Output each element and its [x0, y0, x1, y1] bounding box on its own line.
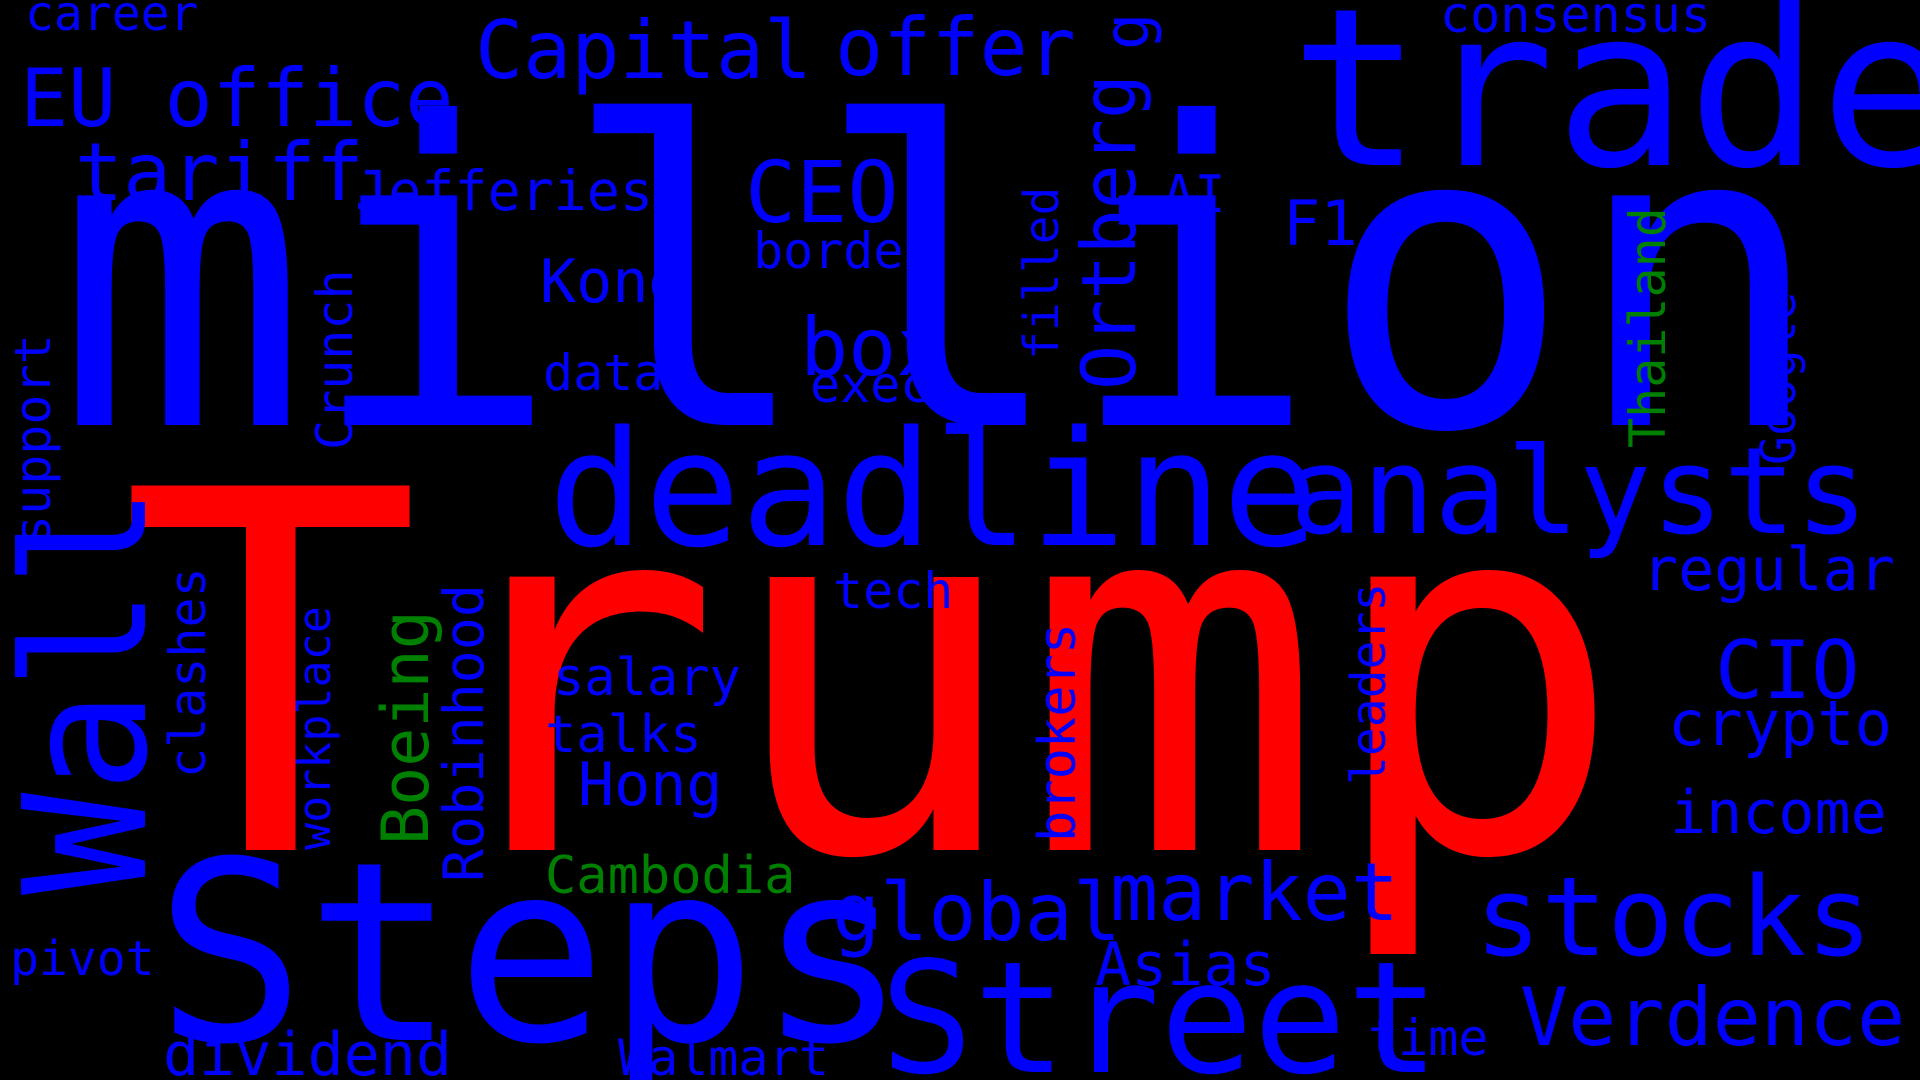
word-thailand: Thailand [1619, 207, 1677, 448]
word-kong: Kong [540, 247, 685, 317]
word-cio: CIO [1715, 624, 1860, 717]
word-google: Google [1751, 292, 1807, 465]
word-time: time [1368, 1009, 1488, 1067]
word-analysts: analysts [1290, 423, 1868, 562]
word-exec: exec [810, 356, 930, 414]
word-walmart: Walmart [618, 1029, 829, 1080]
word-pivot: pivot [10, 931, 155, 987]
word-regular: regular [1642, 535, 1895, 605]
word-workplace: workplace [288, 606, 341, 850]
word-capital: Capital [475, 4, 812, 97]
word-clashes: clashes [159, 567, 217, 778]
word-salary: salary [553, 648, 741, 708]
word-deadline: deadline [548, 396, 1319, 583]
word-eu-office: EU office [20, 52, 453, 145]
word-crunch: Crunch [306, 269, 364, 450]
word-steps: Steps [155, 808, 908, 1080]
word-dividend: dividend [163, 1020, 452, 1080]
word-boeing: Boeing [369, 610, 444, 845]
word-data: data [543, 344, 663, 402]
word-leaders: leaders [1341, 583, 1397, 785]
word-consensus: consensus [1440, 0, 1711, 44]
word-trade: trade [1290, 0, 1920, 217]
word-talks: talks [545, 705, 702, 765]
word-box: box [800, 301, 945, 394]
word-career: career [25, 0, 198, 42]
word-hong: Hong [578, 750, 723, 820]
word-ai: AI [1163, 165, 1226, 225]
word-filled: filled [1014, 187, 1070, 360]
word-ortberg: Ortberg [1065, 74, 1153, 390]
word-brokers: brokers [1028, 623, 1088, 842]
word-tech: tech [833, 562, 953, 620]
word-jefferies: Jefferies [355, 159, 653, 223]
word-asias: Asias [1095, 930, 1276, 1000]
word-border: border [753, 222, 934, 280]
word-g: g [1090, 13, 1163, 50]
word-verdence: Verdence [1520, 971, 1905, 1064]
word-f1: F1 [1283, 187, 1358, 260]
word-cambodia: Cambodia [545, 846, 795, 906]
word-million: million [55, 36, 1825, 525]
word-wall: Wall [0, 486, 186, 895]
word-crypto: crypto [1668, 687, 1892, 760]
word-street: Street [880, 928, 1440, 1080]
word-income: income [1670, 778, 1887, 848]
word-stocks: stocks [1475, 853, 1872, 981]
word-trump: Trump [120, 386, 1625, 968]
word-support: support [4, 334, 62, 545]
word-tariff: tariff [75, 126, 364, 219]
word-market: market [1110, 846, 1399, 939]
word-robinhood: Robinhood [432, 584, 496, 882]
word-offer: offer [835, 1, 1076, 94]
word-ceo: CEO [745, 144, 899, 243]
word-global: global [832, 866, 1121, 959]
